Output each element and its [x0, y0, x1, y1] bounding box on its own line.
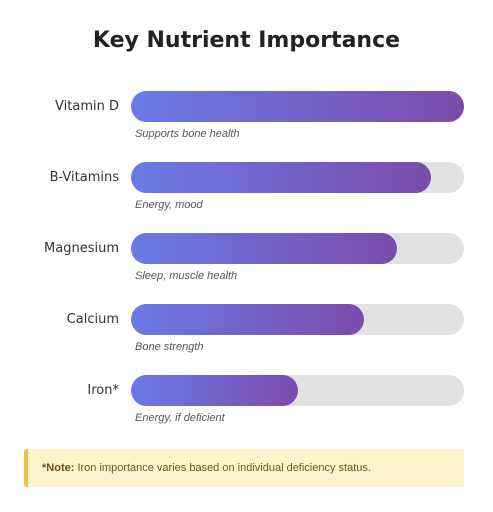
category-label: Calcium	[66, 312, 119, 327]
bar-fill	[131, 162, 431, 193]
bar-track	[131, 91, 464, 122]
bar-description: Sleep, muscle health	[135, 270, 238, 282]
footnote-label: *Note:	[42, 462, 75, 474]
bar-track	[131, 233, 464, 264]
bar-fill	[131, 91, 464, 122]
bar-description: Energy, mood	[135, 199, 203, 211]
bar-description: Energy, if deficient	[135, 412, 225, 424]
bar-row: Iron* Energy, if deficient	[0, 375, 493, 435]
bar-fill	[131, 304, 365, 335]
category-label: Iron*	[87, 383, 119, 398]
chart-title: Key Nutrient Importance	[92, 28, 401, 53]
category-label: Magnesium	[44, 241, 119, 256]
bar-track	[131, 162, 464, 193]
bar-track	[131, 304, 464, 335]
footnote-box: *Note: Iron importance varies based on i…	[24, 449, 464, 487]
bar-track	[131, 375, 464, 406]
bar-description: Bone strength	[135, 341, 204, 353]
category-label: B-Vitamins	[49, 170, 119, 185]
bar-description: Supports bone health	[135, 128, 240, 140]
footnote-text: Iron importance varies based on individu…	[77, 462, 371, 474]
bar-row: Magnesium Sleep, muscle health	[0, 233, 493, 293]
bar-row: Vitamin D Supports bone health	[0, 91, 493, 151]
bar-row: Calcium Bone strength	[0, 304, 493, 364]
bar-fill	[131, 375, 298, 406]
category-label: Vitamin D	[55, 99, 119, 114]
bar-fill	[131, 233, 398, 264]
bar-row: B-Vitamins Energy, mood	[0, 162, 493, 222]
